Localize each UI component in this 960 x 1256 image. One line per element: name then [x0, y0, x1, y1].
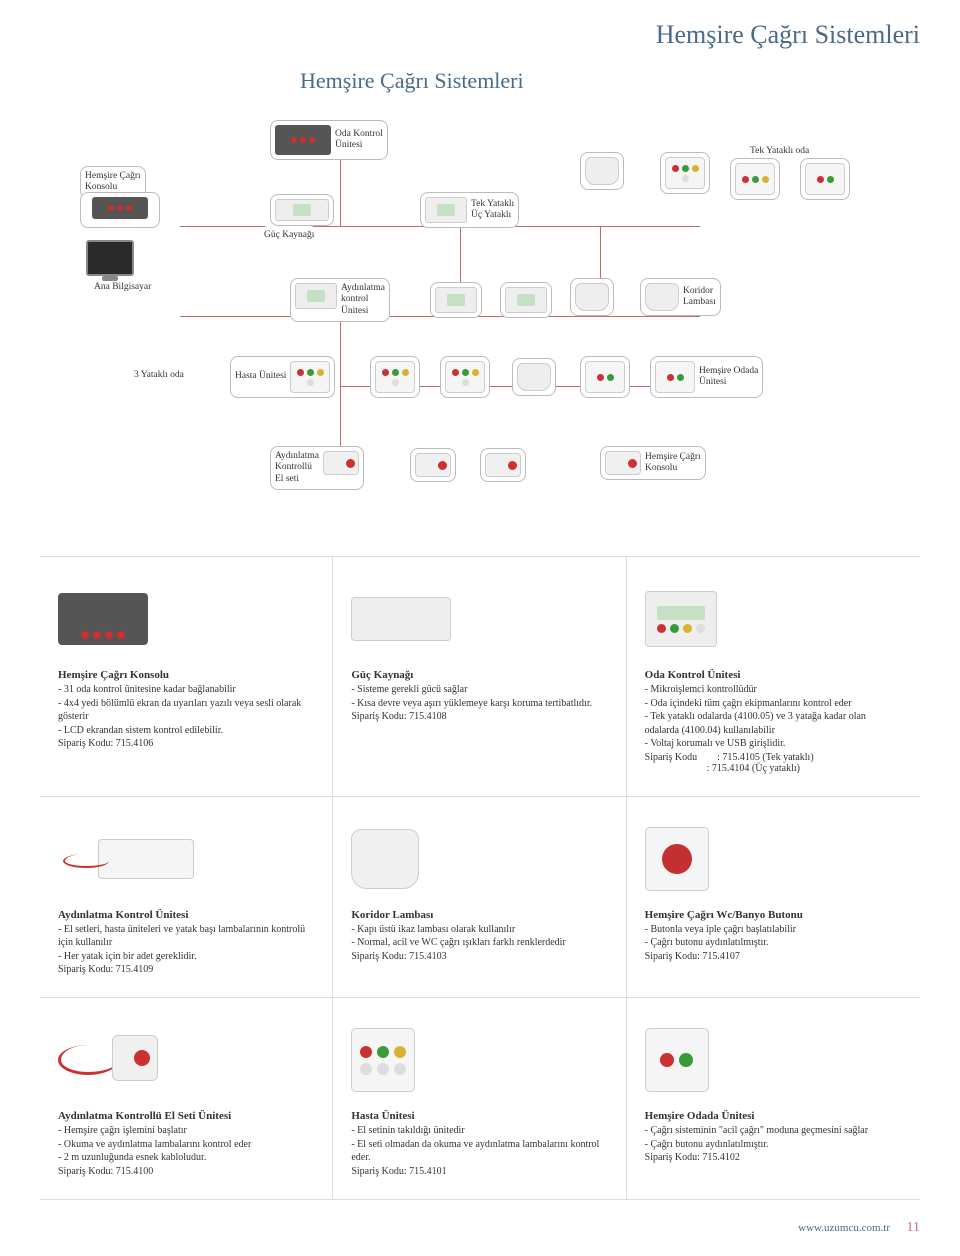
product-nurse-in-room: Hemşire Odada Ünitesi Çağrı sisteminin "…: [627, 998, 920, 1200]
node-main-pc-label: Ana Bilgisayar: [90, 278, 155, 297]
node-nurse-console-2: Hemşire Çağrı Konsolu: [600, 446, 706, 480]
prod-code: Sipariş Kodu: 715.4108: [351, 711, 607, 722]
node-3bed-label: 3 Yataklı oda: [130, 366, 188, 385]
footer-page-number: 11: [907, 1220, 920, 1235]
label-3bed: 3 Yataklı oda: [134, 370, 184, 381]
label-light-ctl: Aydınlatma kontrol Ünitesi: [341, 283, 385, 317]
node-single-bed: Tek Yataklı Üç Yataklı: [420, 192, 519, 228]
footer-url: www.uzumcu.com.tr: [798, 1222, 890, 1234]
product-light-control: Aydınlatma Kontrol Ünitesi El setleri, h…: [40, 797, 333, 999]
prod-title: Hasta Ünitesi: [351, 1110, 607, 1122]
node-corridor: Koridor Lambası: [640, 278, 721, 316]
prod-code: Sipariş Kodu: 715.4100: [58, 1166, 314, 1177]
product-wc-button: Hemşire Çağrı Wc/Banyo Butonu Butonla ve…: [627, 797, 920, 999]
prod-code: Sipariş Kodu: 715.4103: [351, 951, 607, 962]
page-title: Hemşire Çağrı Sistemleri: [40, 20, 920, 50]
node-handset-2: [410, 448, 456, 482]
product-grid: Hemşire Çağrı Konsolu 31 oda kontrol üni…: [40, 556, 920, 1200]
node-psu-label: Güç Kaynağı: [260, 226, 318, 245]
node-handset-3: [480, 448, 526, 482]
prod-bullets: El setinin takıldığı ünitedir El seti ol…: [351, 1124, 607, 1165]
node-nurse-console-device: [80, 192, 160, 228]
prod-bullets: Kapı üstü ikaz lambası olarak kullanılır…: [351, 923, 607, 950]
prod-code: Sipariş Kodu : 715.4105 (Tek yataklı): [645, 752, 902, 763]
system-diagram: Hemşire Çağrı Konsolu Oda Kontrol Ünites…: [40, 106, 920, 536]
label-corridor: Koridor Lambası: [683, 286, 716, 309]
node-dome-1: [580, 152, 624, 190]
prod-bullets: 31 oda kontrol ünitesine kadar bağlanabi…: [58, 683, 314, 737]
prod-bullets: Çağrı sisteminin "acil çağrı" moduna geç…: [645, 1124, 902, 1151]
prod-title: Güç Kaynağı: [351, 669, 607, 681]
prod-title: Aydınlatma Kontrollü El Seti Ünitesi: [58, 1110, 314, 1122]
prod-title: Hemşire Çağrı Konsolu: [58, 669, 314, 681]
node-light-ctl: Aydınlatma kontrol Ünitesi: [290, 278, 390, 322]
prod-code: Sipariş Kodu: 715.4102: [645, 1152, 902, 1163]
prod-bullets: El setleri, hasta üniteleri ve yatak baş…: [58, 923, 314, 964]
label-nurse-console: Hemşire Çağrı Konsolu: [85, 171, 141, 194]
subtitle: Hemşire Çağrı Sistemleri: [300, 68, 920, 94]
node-btn-1b: [730, 158, 780, 200]
prod-code: Sipariş Kodu: 715.4109: [58, 964, 314, 975]
label-nurse-in-room: Hemşire Odada Ünitesi: [699, 366, 758, 389]
prod-title: Koridor Lambası: [351, 909, 607, 921]
prod-bullets: Butonla veya iple çağrı başlatılabilir Ç…: [645, 923, 902, 950]
prod-bullets: Mikroişlemci kontrollüdür Oda içindeki t…: [645, 683, 902, 751]
label-nurse-console-2: Hemşire Çağrı Konsolu: [645, 452, 701, 475]
prod-title: Oda Kontrol Ünitesi: [645, 669, 902, 681]
node-nurse-in-room: Hemşire Odada Ünitesi: [650, 356, 763, 398]
prod-code: Sipariş Kodu: 715.4107: [645, 951, 902, 962]
prod-bullets: Hemşire çağrı işlemini başlatır Okuma ve…: [58, 1124, 314, 1165]
node-dome-3: [512, 358, 556, 396]
page-footer: www.uzumcu.com.tr 11: [40, 1220, 920, 1236]
label-main-pc: Ana Bilgisayar: [94, 282, 151, 293]
product-nurse-console: Hemşire Çağrı Konsolu 31 oda kontrol üni…: [40, 557, 333, 797]
product-light-handset: Aydınlatma Kontrollü El Seti Ünitesi Hem…: [40, 998, 333, 1200]
product-room-control: Oda Kontrol Ünitesi Mikroişlemci kontrol…: [627, 557, 920, 797]
label-patient-unit: Hasta Ünitesi: [235, 371, 286, 382]
prod-title: Aydınlatma Kontrol Ünitesi: [58, 909, 314, 921]
node-light-handset: Aydınlatma Kontrollü El seti: [270, 446, 364, 490]
label-single-bed: Tek Yataklı Üç Yataklı: [471, 199, 514, 222]
node-btn-1c: [800, 158, 850, 200]
label-single-bed-room: Tek Yataklı oda: [750, 146, 809, 157]
label-room-control: Oda Kontrol Ünitesi: [335, 129, 383, 152]
node-btn-1: [660, 152, 710, 194]
node-small-2: [500, 282, 552, 318]
node-room-control: Oda Kontrol Ünitesi: [270, 120, 388, 160]
product-patient-unit: Hasta Ünitesi El setinin takıldığı ünite…: [333, 998, 626, 1200]
prod-code: Sipariş Kodu: 715.4101: [351, 1166, 607, 1177]
prod-title: Hemşire Odada Ünitesi: [645, 1110, 902, 1122]
prod-code-2: : 715.4104 (Üç yataklı): [645, 763, 902, 774]
node-btn-3b: [440, 356, 490, 398]
node-btn-3c: [580, 356, 630, 398]
prod-code: Sipariş Kodu: 715.4106: [58, 738, 314, 749]
prod-title: Hemşire Çağrı Wc/Banyo Butonu: [645, 909, 902, 921]
label-light-handset: Aydınlatma Kontrollü El seti: [275, 451, 319, 485]
product-psu: Güç Kaynağı Sisteme gerekli gücü sağlar …: [333, 557, 626, 797]
product-corridor-lamp: Koridor Lambası Kapı üstü ikaz lambası o…: [333, 797, 626, 999]
node-patient-unit: Hasta Ünitesi: [230, 356, 335, 398]
label-psu: Güç Kaynağı: [264, 230, 314, 241]
node-small-1: [430, 282, 482, 318]
node-main-pc: [82, 236, 138, 280]
node-dome-2: [570, 278, 614, 316]
node-btn-3a: [370, 356, 420, 398]
node-psu-icon: [270, 194, 334, 226]
prod-bullets: Sisteme gerekli gücü sağlar Kısa devre v…: [351, 683, 607, 710]
